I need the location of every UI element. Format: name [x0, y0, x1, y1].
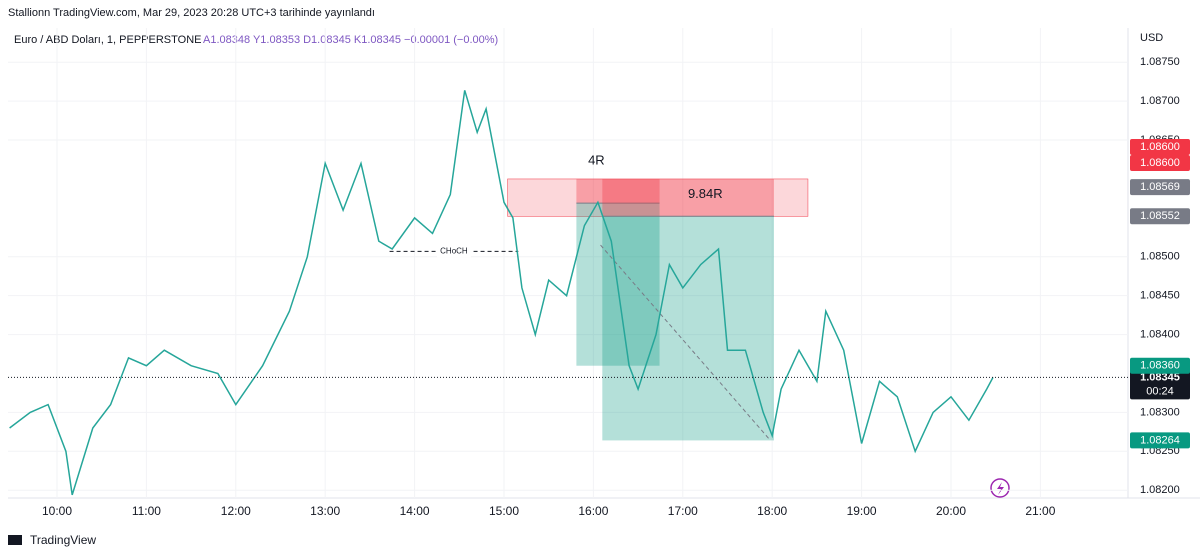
x-tick-label: 17:00 — [668, 504, 698, 518]
y-tick-label: 1.08200 — [1140, 484, 1180, 496]
y-tick-label: 1.08400 — [1140, 328, 1180, 340]
x-tick-label: 16:00 — [578, 504, 608, 518]
y-tick-label: 1.08500 — [1140, 251, 1180, 263]
price-badge-label: 1.08600 — [1140, 157, 1180, 169]
r-label: 9.84R — [688, 186, 723, 201]
price-line — [9, 90, 994, 496]
alert-bolt — [997, 482, 1004, 495]
x-tick-label: 21:00 — [1025, 504, 1055, 518]
x-tick-label: 13:00 — [310, 504, 340, 518]
y-tick-label: 1.08700 — [1140, 95, 1180, 107]
price-badge — [1130, 432, 1190, 449]
stop-area — [576, 178, 660, 204]
price-badge-label: 1.08264 — [1140, 434, 1180, 446]
price-badge — [1130, 138, 1190, 155]
header: Stallionn TradingView.com, Mar 29, 2023 … — [8, 7, 375, 19]
price-badge-label: 1.08360 — [1140, 360, 1180, 372]
trend-line — [600, 244, 771, 441]
symbol: Euro / ABD Doları, 1, PEPPERSTONE — [14, 34, 201, 46]
x-tick-label: 18:00 — [757, 504, 787, 518]
x-tick-label: 10:00 — [42, 504, 72, 518]
r-label: 4R — [588, 152, 605, 167]
last-price-label: 1.08345 — [1140, 371, 1180, 383]
x-tick-label: 20:00 — [936, 504, 966, 518]
y-tick-label: 1.08750 — [1140, 56, 1180, 68]
y-tick-label: 1.08450 — [1140, 290, 1180, 302]
y-tick-label: 1.08300 — [1140, 406, 1180, 418]
last-price-badge — [1130, 369, 1190, 400]
x-tick-label: 19:00 — [847, 504, 877, 518]
price-badge — [1130, 179, 1190, 196]
target-area — [602, 216, 774, 441]
x-tick-label: 14:00 — [400, 504, 430, 518]
price-badge-label: 1.08600 — [1140, 141, 1180, 153]
price-badge — [1130, 357, 1190, 374]
x-tick-label: 11:00 — [132, 504, 161, 518]
x-tick-label: 12:00 — [221, 504, 251, 518]
currency: USD — [1140, 32, 1163, 44]
footer-logo — [8, 535, 22, 545]
choch-label: CHoCH — [440, 246, 468, 255]
footer: TradingView — [30, 533, 96, 547]
alert-icon[interactable] — [990, 478, 1010, 498]
price-badge-label: 1.08569 — [1140, 181, 1180, 193]
choch-bg — [436, 245, 471, 258]
x-tick-label: 15:00 — [489, 504, 519, 518]
stop-area — [602, 178, 774, 217]
zone — [507, 178, 809, 217]
ohlc: A1.08348 Y1.08353 D1.08345 K1.08345 −0.0… — [203, 34, 498, 46]
price-badge — [1130, 154, 1190, 171]
price-badge-label: 1.08552 — [1140, 210, 1180, 222]
price-badge — [1130, 208, 1190, 225]
countdown: 00:24 — [1146, 385, 1174, 397]
